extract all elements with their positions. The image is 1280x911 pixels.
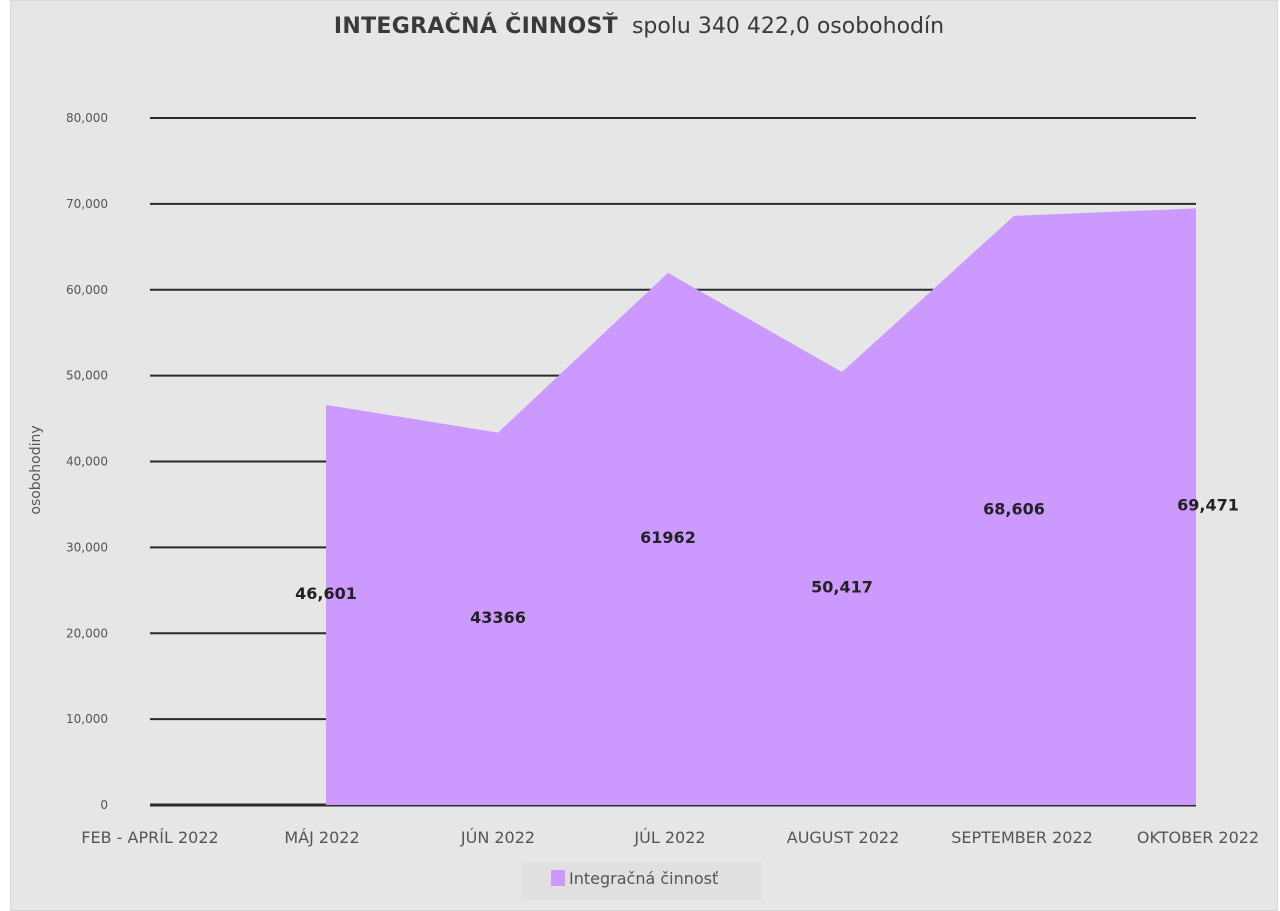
y-tick-label: 0: [100, 798, 108, 812]
area-chart: 0 10,000 20,000 30,000 40,000 50,000 60,000 70,…: [28, 111, 1259, 900]
y-tick-label: 80,000: [66, 111, 108, 125]
chart-title-main: INTEGRAČNÁ ČINNOSŤ: [333, 14, 618, 39]
y-tick-label: 70,000: [66, 197, 108, 211]
x-tick-label: OKTOBER 2022: [1137, 828, 1259, 847]
series-area: [326, 208, 1196, 805]
y-tick-label: 50,000: [66, 369, 108, 383]
y-tick-label: 20,000: [66, 626, 108, 640]
x-tick-label: FEB - APRÍL 2022: [81, 828, 218, 847]
data-label: 43366: [470, 608, 526, 627]
legend: Integračná činnosť: [522, 862, 762, 900]
y-tick-label: 10,000: [66, 712, 108, 726]
data-label: 61962: [640, 528, 696, 547]
x-tick-label: MÁJ 2022: [284, 828, 359, 847]
y-tick-label: 30,000: [66, 540, 108, 554]
y-axis-ticks: 0 10,000 20,000 30,000 40,000 50,000 60,000 70,…: [66, 111, 108, 812]
x-tick-label: SEPTEMBER 2022: [951, 828, 1093, 847]
legend-swatch: [551, 870, 565, 886]
series-area-integracna-cinnost: [326, 208, 1196, 805]
x-tick-label: AUGUST 2022: [787, 828, 900, 847]
x-tick-label: JÚL 2022: [633, 828, 705, 847]
chart-title: INTEGRAČNÁ ČINNOSŤ spolu 340 422,0 osobo…: [10, 14, 1268, 39]
y-axis-label: osobohodiny: [28, 425, 44, 514]
x-axis-ticks: FEB - APRÍL 2022 MÁJ 2022 JÚN 2022 JÚL 2022…: [81, 828, 1259, 847]
chart-subtitle: spolu 340 422,0 osobohodín: [631, 14, 945, 39]
data-label: 68,606: [983, 499, 1045, 518]
legend-label: Integračná činnosť: [569, 869, 718, 888]
x-tick-label: JÚN 2022: [460, 828, 535, 847]
data-label: 69,471: [1177, 496, 1239, 515]
y-tick-label: 40,000: [66, 455, 108, 469]
data-label: 50,417: [811, 578, 873, 597]
chart-frame: INTEGRAČNÁ ČINNOSŤ spolu 340 422,0 osobo…: [10, 0, 1278, 911]
data-labels: 46,601 43366 61962 50,417 68,606 69,471: [295, 496, 1239, 627]
data-label: 46,601: [295, 584, 357, 603]
y-tick-label: 60,000: [66, 283, 108, 297]
